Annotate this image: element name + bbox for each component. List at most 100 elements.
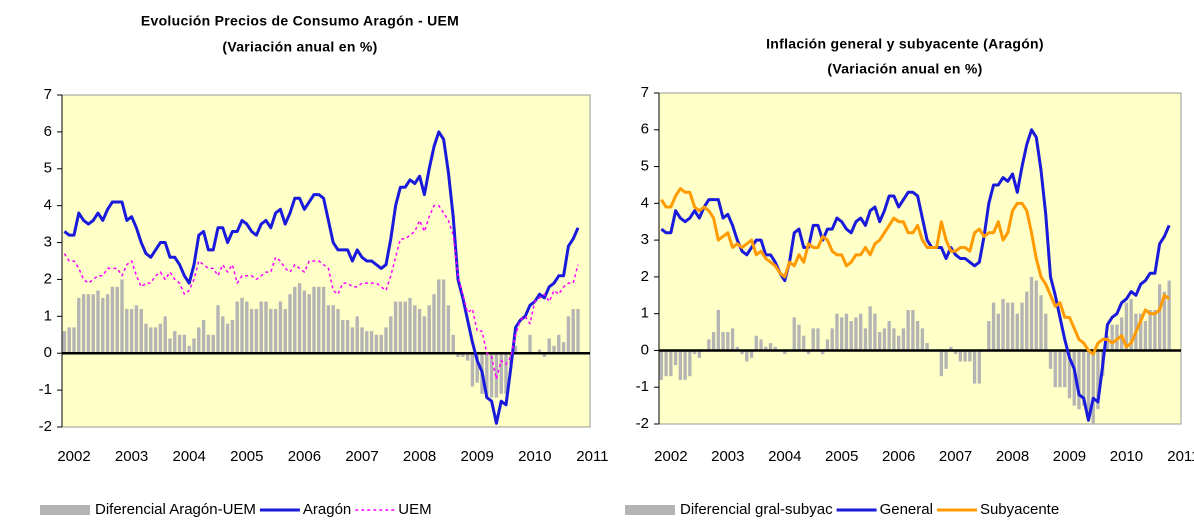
y-tick-label: 5	[641, 158, 649, 175]
line-series	[660, 128, 1171, 422]
bar	[1124, 302, 1129, 351]
x-tick-label: 2008	[403, 448, 436, 465]
bar	[369, 331, 374, 354]
bar	[365, 331, 369, 354]
bar	[1167, 280, 1171, 351]
bar	[571, 308, 575, 354]
bar	[735, 346, 739, 351]
bar	[673, 350, 678, 366]
bar	[1044, 313, 1048, 351]
bar	[972, 350, 977, 384]
bar	[441, 279, 446, 354]
bar	[1110, 324, 1114, 351]
y-tick-label: 1	[641, 305, 649, 322]
bar	[863, 328, 868, 351]
bar	[821, 350, 825, 355]
bar	[835, 313, 839, 351]
bar	[240, 297, 244, 354]
bar	[485, 353, 489, 398]
legend-label: Aragón	[303, 501, 351, 518]
bar	[773, 346, 777, 351]
bar	[783, 350, 787, 355]
bar	[403, 301, 407, 354]
bar	[716, 309, 720, 351]
bar	[1020, 302, 1024, 351]
x-tick-label: 2006	[288, 448, 321, 465]
bar	[360, 327, 364, 354]
legend-swatch	[40, 505, 90, 515]
bar	[939, 350, 944, 377]
bar	[379, 334, 383, 354]
bar	[1091, 350, 1095, 424]
legend-label: General	[880, 501, 933, 518]
y-tick-label: 0	[641, 341, 649, 358]
bar	[163, 316, 167, 354]
y-tick-label: 6	[641, 121, 649, 138]
bar	[678, 350, 683, 380]
bar	[264, 301, 268, 354]
bar	[669, 350, 673, 377]
bar	[408, 297, 412, 354]
legend-swatch	[625, 505, 675, 515]
bar	[949, 346, 953, 351]
bar	[331, 305, 335, 354]
y-tick-label: 1	[44, 307, 52, 324]
bar	[235, 301, 239, 354]
bar	[326, 305, 331, 354]
x-tick-label: 2010	[1110, 448, 1143, 465]
y-tick-label: 3	[641, 231, 649, 248]
bar	[283, 308, 287, 354]
bar	[1067, 350, 1072, 399]
bar	[537, 349, 542, 354]
y-tick-label: 7	[44, 86, 52, 103]
bar	[168, 338, 172, 354]
bar	[1157, 284, 1162, 351]
bar	[125, 308, 129, 354]
bar	[211, 334, 215, 354]
bar	[1015, 313, 1019, 351]
bar	[958, 350, 962, 362]
bar	[1077, 350, 1081, 410]
x-tick-label: 2006	[882, 448, 915, 465]
y-tick-label: 2	[44, 270, 52, 287]
bar	[110, 286, 115, 354]
bar	[547, 338, 551, 354]
x-tick-label: 2002	[654, 448, 687, 465]
y-tick-label: -1	[636, 378, 649, 395]
bar	[991, 302, 996, 351]
bar	[854, 317, 858, 351]
bar	[859, 313, 863, 351]
bar	[62, 331, 67, 354]
bar	[1001, 298, 1005, 351]
x-tick-label: 2003	[115, 448, 148, 465]
bar	[389, 316, 393, 354]
bar	[465, 353, 470, 361]
bar	[1029, 276, 1034, 351]
bar	[749, 350, 754, 358]
y-tick-label: 4	[641, 194, 649, 211]
bar	[1148, 309, 1152, 351]
bar	[1120, 317, 1124, 351]
x-tick-label: 2009	[461, 448, 494, 465]
bar	[1129, 298, 1133, 351]
bar	[115, 286, 119, 354]
bar	[873, 313, 877, 351]
x-tick-label: 2002	[57, 448, 90, 465]
bar	[1025, 291, 1029, 351]
y-tick-label: 6	[44, 123, 52, 140]
bar	[158, 323, 163, 354]
bar	[1082, 350, 1086, 406]
bar	[707, 339, 711, 351]
bar	[345, 320, 350, 354]
x-tick-label: 2011	[1167, 448, 1194, 465]
bar	[456, 353, 460, 357]
bar	[225, 323, 230, 354]
bar	[542, 353, 547, 357]
bar	[792, 317, 796, 351]
bar	[192, 338, 196, 354]
legend-label: Diferencial gral-subyac	[680, 501, 833, 518]
bar	[1086, 350, 1091, 421]
bar	[1072, 350, 1076, 406]
x-tick-label: 2009	[1053, 448, 1086, 465]
